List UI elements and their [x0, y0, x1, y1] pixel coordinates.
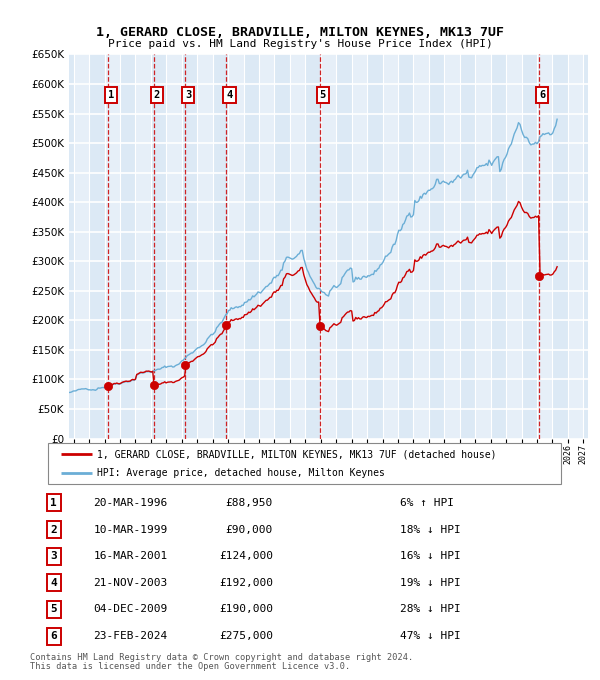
Bar [104, 54, 120, 439]
Text: 28% ↓ HPI: 28% ↓ HPI [400, 605, 461, 615]
Text: £90,000: £90,000 [226, 524, 273, 534]
Text: 04-DEC-2009: 04-DEC-2009 [94, 605, 168, 615]
Text: £124,000: £124,000 [219, 551, 273, 561]
Text: 6: 6 [50, 631, 57, 641]
Text: 47% ↓ HPI: 47% ↓ HPI [400, 631, 461, 641]
Text: 1: 1 [50, 498, 57, 508]
Text: 19% ↓ HPI: 19% ↓ HPI [400, 578, 461, 588]
Bar [166, 54, 182, 439]
Bar [74, 54, 89, 439]
Text: 6% ↑ HPI: 6% ↑ HPI [400, 498, 454, 508]
Bar [383, 54, 398, 439]
Bar [321, 54, 336, 439]
Text: 4: 4 [50, 578, 57, 588]
Text: 23-FEB-2024: 23-FEB-2024 [94, 631, 168, 641]
FancyBboxPatch shape [48, 443, 561, 484]
Text: 5: 5 [320, 90, 326, 100]
Text: Contains HM Land Registry data © Crown copyright and database right 2024.: Contains HM Land Registry data © Crown c… [30, 653, 413, 662]
Text: 16-MAR-2001: 16-MAR-2001 [94, 551, 168, 561]
Text: 3: 3 [50, 551, 57, 561]
Bar [197, 54, 212, 439]
Bar [290, 54, 305, 439]
Text: £88,950: £88,950 [226, 498, 273, 508]
Text: 1: 1 [108, 90, 114, 100]
Text: 21-NOV-2003: 21-NOV-2003 [94, 578, 168, 588]
Bar [445, 54, 460, 439]
Text: 16% ↓ HPI: 16% ↓ HPI [400, 551, 461, 561]
Text: Price paid vs. HM Land Registry's House Price Index (HPI): Price paid vs. HM Land Registry's House … [107, 39, 493, 50]
Text: 4: 4 [226, 90, 233, 100]
Text: 5: 5 [50, 605, 57, 615]
Text: 2: 2 [154, 90, 160, 100]
Bar [136, 54, 151, 439]
Bar [259, 54, 274, 439]
Text: 6: 6 [539, 90, 545, 100]
Text: £190,000: £190,000 [219, 605, 273, 615]
Text: £275,000: £275,000 [219, 631, 273, 641]
Text: £192,000: £192,000 [219, 578, 273, 588]
Bar [506, 54, 521, 439]
Text: 1, GERARD CLOSE, BRADVILLE, MILTON KEYNES, MK13 7UF (detached house): 1, GERARD CLOSE, BRADVILLE, MILTON KEYNE… [97, 449, 496, 460]
Text: 10-MAR-1999: 10-MAR-1999 [94, 524, 168, 534]
Text: HPI: Average price, detached house, Milton Keynes: HPI: Average price, detached house, Milt… [97, 468, 385, 478]
Text: 2: 2 [50, 524, 57, 534]
Bar [568, 54, 583, 439]
Text: 18% ↓ HPI: 18% ↓ HPI [400, 524, 461, 534]
Bar [413, 54, 429, 439]
Bar [228, 54, 244, 439]
Text: This data is licensed under the Open Government Licence v3.0.: This data is licensed under the Open Gov… [30, 662, 350, 671]
Bar [537, 54, 553, 439]
Text: 1, GERARD CLOSE, BRADVILLE, MILTON KEYNES, MK13 7UF: 1, GERARD CLOSE, BRADVILLE, MILTON KEYNE… [96, 26, 504, 39]
Bar [352, 54, 367, 439]
Text: 20-MAR-1996: 20-MAR-1996 [94, 498, 168, 508]
Bar [475, 54, 491, 439]
Text: 3: 3 [185, 90, 191, 100]
